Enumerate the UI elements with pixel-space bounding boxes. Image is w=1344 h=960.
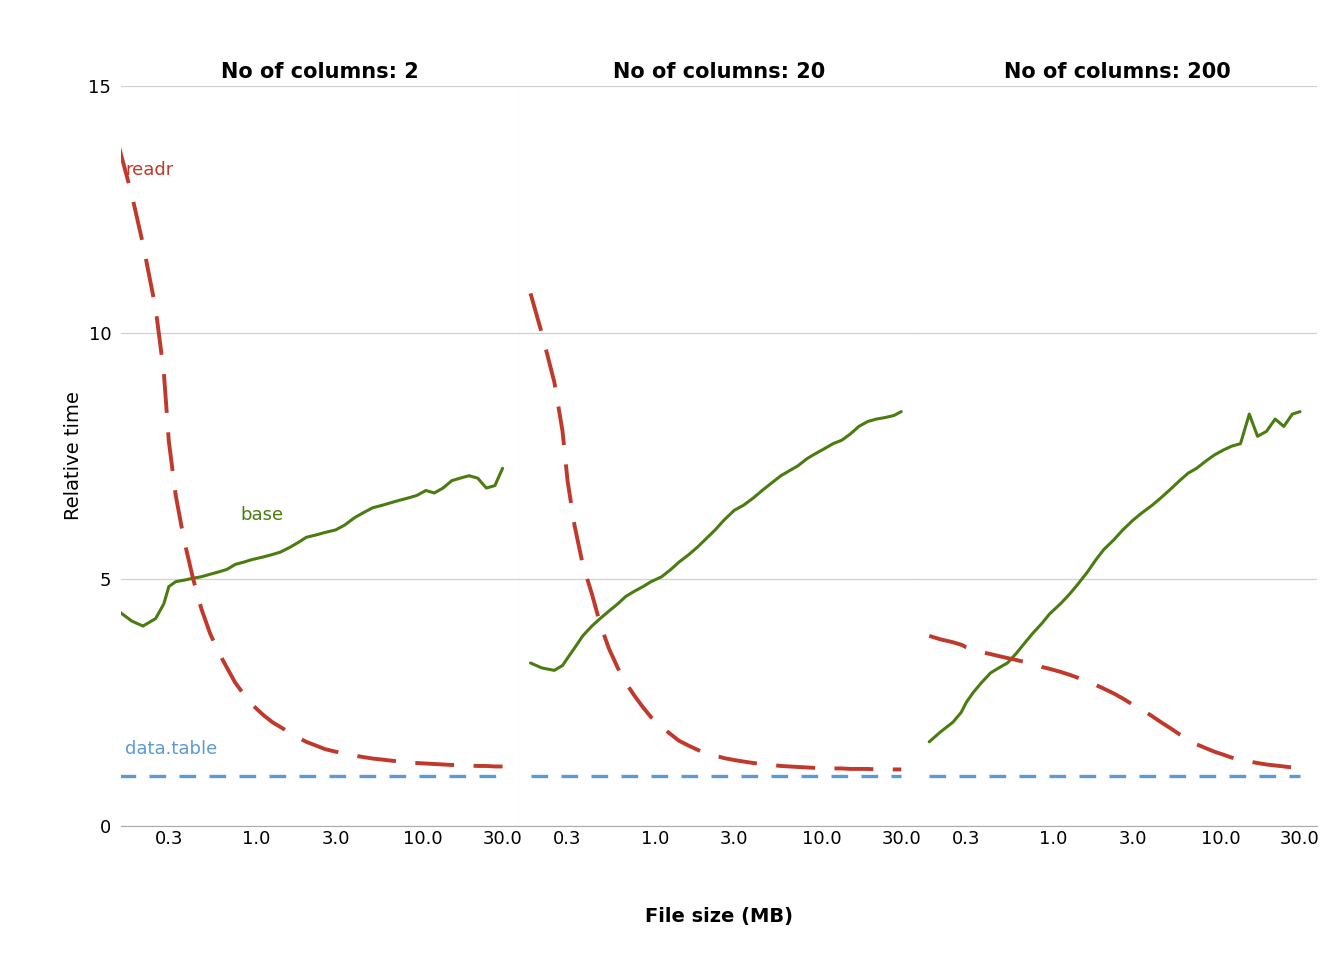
Title: No of columns: 20: No of columns: 20 — [613, 62, 825, 82]
Text: base: base — [239, 506, 284, 524]
Text: readr: readr — [125, 161, 173, 180]
Text: data.table: data.table — [125, 740, 218, 758]
Text: File size (MB): File size (MB) — [645, 906, 793, 925]
Title: No of columns: 2: No of columns: 2 — [222, 62, 419, 82]
Title: No of columns: 200: No of columns: 200 — [1004, 62, 1231, 82]
Y-axis label: Relative time: Relative time — [63, 392, 83, 520]
